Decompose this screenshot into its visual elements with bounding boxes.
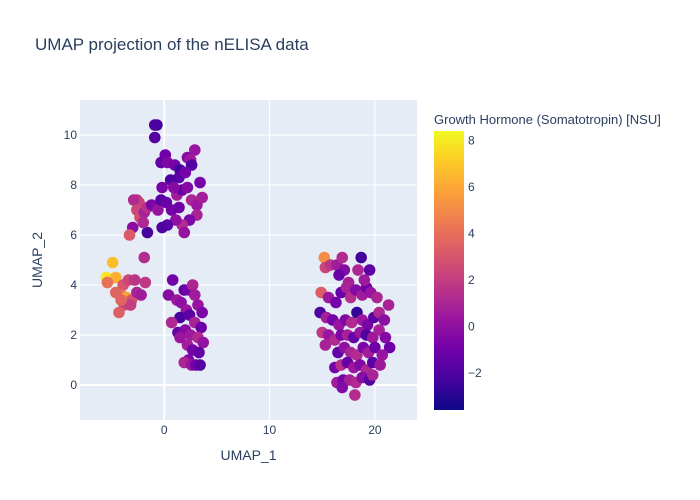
scatter-point [167,181,180,194]
scatter-point [196,191,208,204]
scatter-point [178,226,191,239]
y-tick-label: 8 [70,178,77,192]
scatter-point [115,294,127,306]
scatter-point [382,299,395,311]
scatter-point [173,201,185,214]
scatter-point [152,204,164,216]
scatter-point [123,229,136,241]
scatter-point [379,331,392,344]
scatter-point [366,369,379,381]
scatter-point [101,276,114,289]
scatter-point [333,269,345,281]
scatter-point [113,306,125,319]
scatter-point [369,341,381,354]
y-tick-label: 10 [64,128,78,142]
x-tick-label: 10 [263,423,277,437]
scatter-point [156,181,168,194]
scatter-point [188,289,201,301]
colorbar-tick-label: 0 [468,319,475,333]
scatter-point [166,274,179,286]
scatter-point [378,314,391,326]
scatter-point [138,251,151,264]
scatter-point [165,316,178,329]
y-tick-label: 0 [70,378,77,392]
scatter-point [170,214,182,226]
scatter-point [345,316,358,329]
colorbar [434,131,464,410]
y-axis-label: UMAP_2 [29,232,45,288]
y-tick-label: 4 [70,278,77,292]
scatter-point [383,341,396,354]
scatter-point [363,264,376,276]
scatter-point [148,119,161,131]
scatter-point [181,181,194,194]
scatter-point [336,251,349,264]
scatter-point [371,291,383,304]
scatter-point [148,131,161,144]
scatter-point [194,359,206,371]
scatter-point [336,381,349,394]
x-tick-label: 0 [161,423,168,437]
scatter-point [355,251,367,264]
scatter-point [376,349,389,361]
scatter-point [162,289,175,301]
colorbar-tick-labels: −2 0 2 4 6 8 [468,133,482,379]
scatter-point [197,336,210,349]
scatter-point [374,359,386,371]
scatter-point [124,299,137,311]
scatter-point [127,194,140,206]
scatter-point [194,176,206,189]
colorbar-tick-label: 6 [468,180,475,194]
y-tick-labels: 0 2 4 6 8 10 [64,128,78,392]
scatter-point [193,346,205,359]
scatter-point [156,221,168,234]
scatter-point [196,306,208,319]
x-tick-labels: 0 10 20 [161,423,382,437]
scatter-points [100,119,396,401]
scatter-point [135,289,147,301]
scatter-point [186,279,199,291]
colorbar-tick-label: 4 [468,226,475,240]
scatter-point [106,256,119,269]
colorbar-tick-label: 8 [468,133,475,147]
scatter-point [358,274,371,286]
x-axis-label: UMAP_1 [220,447,276,463]
colorbar-tick-label: −2 [468,366,482,380]
colorbar-title: Growth Hormone (Somatotropin) [NSU] [434,112,661,127]
scatter-point [174,331,186,344]
chart-title: UMAP projection of the nELISA data [35,35,309,54]
colorbar-tick-label: 2 [468,273,475,287]
x-tick-label: 20 [368,423,382,437]
scatter-point [137,216,149,229]
y-tick-label: 6 [70,228,77,242]
scatter-point [195,321,207,334]
scatter-point [141,226,154,239]
y-tick-label: 2 [70,328,77,342]
scatter-point [319,339,332,351]
scatter-point [340,281,353,294]
scatter-point [110,271,122,284]
scatter-point [139,276,152,289]
scatter-point [188,144,201,156]
scatter-point [174,311,186,324]
scatter-point [352,264,364,276]
scatter-point [330,296,342,309]
scatter-point [128,274,141,286]
scatter-point [349,389,361,401]
scatter-point [179,166,192,179]
